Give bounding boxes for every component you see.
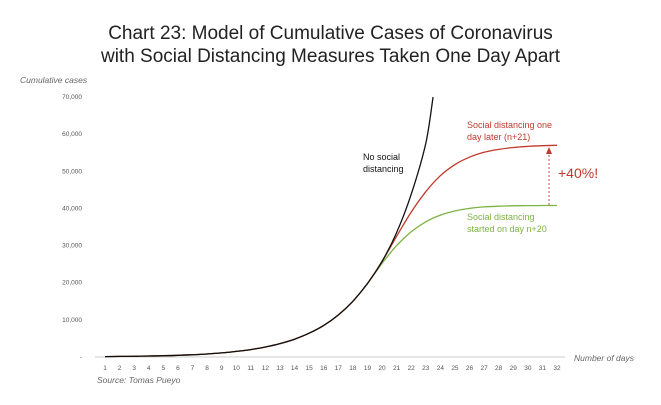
x-tick-label: 32 (553, 365, 561, 372)
x-tick-label: 16 (320, 365, 328, 372)
x-tick-label: 1 (103, 365, 107, 372)
svg-text:No social distancing: No social distancing (363, 152, 404, 174)
annotation-no-distancing-line2: distancing (363, 164, 404, 174)
x-tick-labels: 1 2 3 4 5 6 7 8 9 10 11 12 13 14 15 16 17 18 19 20 21 22 23 24 2… (103, 365, 561, 372)
x-tick-label: 11 (247, 365, 254, 372)
x-tick-label: 5 (162, 365, 166, 372)
x-tick-label: 29 (510, 365, 518, 372)
y-tick-label: 40,000 (62, 205, 82, 212)
y-tick-label: 30,000 (62, 243, 82, 250)
svg-text:Social distancing started: Social distancing started on day n+20 (467, 212, 547, 234)
x-tick-label: 23 (422, 365, 430, 372)
x-tick-label: 30 (524, 365, 532, 372)
x-tick-label: 15 (306, 365, 314, 372)
chart-title-line2: with Social Distancing Measures Taken On… (100, 46, 561, 67)
annotation-red-line2: day later (n+21) (467, 132, 530, 142)
source-note: Source: Tomas Pueyo (97, 375, 181, 385)
x-tick-label: 31 (539, 365, 547, 372)
increase-arrow-head (546, 147, 552, 154)
chart-title-line1: Chart 23: Model of Cumulative Cases of C… (108, 23, 553, 44)
svg-text:Social distancing one day: Social distancing one day later (n+21) (467, 120, 555, 142)
x-tick-label: 25 (451, 365, 459, 372)
x-tick-label: 24 (437, 365, 445, 372)
x-tick-label: 21 (393, 365, 401, 372)
annotation-no-distancing-line1: No social (363, 152, 400, 162)
annotation-red-line1: Social distancing one (467, 120, 552, 130)
series-lines (104, 96, 558, 358)
x-tick-label: 27 (480, 365, 488, 372)
x-tick-label: 3 (132, 365, 136, 372)
x-axis-label: Number of days (574, 353, 635, 363)
increase-label: +40%! (558, 165, 598, 181)
x-tick-label: 14 (291, 365, 299, 372)
x-tick-label: 6 (176, 365, 180, 372)
x-tick-label: 12 (262, 365, 270, 372)
x-tick-label: 10 (233, 365, 241, 372)
y-tick-labels: - 10,000 20,000 30,000 40,000 50,000 60,000 70,… (62, 94, 82, 361)
y-tick-label: - (80, 354, 82, 361)
x-tick-label: 28 (495, 365, 503, 372)
y-tick-label: 50,000 (62, 168, 82, 175)
x-tick-label: 8 (205, 365, 209, 372)
y-tick-label: 60,000 (62, 131, 82, 138)
x-tick-label: 4 (147, 365, 151, 372)
x-tick-label: 13 (276, 365, 284, 372)
series-line (104, 144, 558, 358)
y-tick-label: 10,000 (62, 317, 82, 324)
x-tick-label: 20 (378, 365, 386, 372)
x-tick-label: 2 (118, 365, 122, 372)
annotation-green-line1: Social distancing (467, 212, 535, 222)
x-tick-label: 7 (191, 365, 195, 372)
x-tick-label: 9 (220, 365, 224, 372)
x-tick-label: 22 (408, 365, 416, 372)
y-tick-label: 70,000 (62, 94, 82, 101)
x-tick-label: 18 (349, 365, 357, 372)
series-line (104, 96, 434, 358)
y-axis-label: Cumulative cases (20, 75, 88, 85)
annotation-green-line2: started on day n+20 (467, 224, 547, 234)
y-tick-label: 20,000 (62, 280, 82, 287)
x-tick-label: 19 (364, 365, 372, 372)
x-tick-label: 26 (466, 365, 474, 372)
x-tick-label: 17 (335, 365, 343, 372)
